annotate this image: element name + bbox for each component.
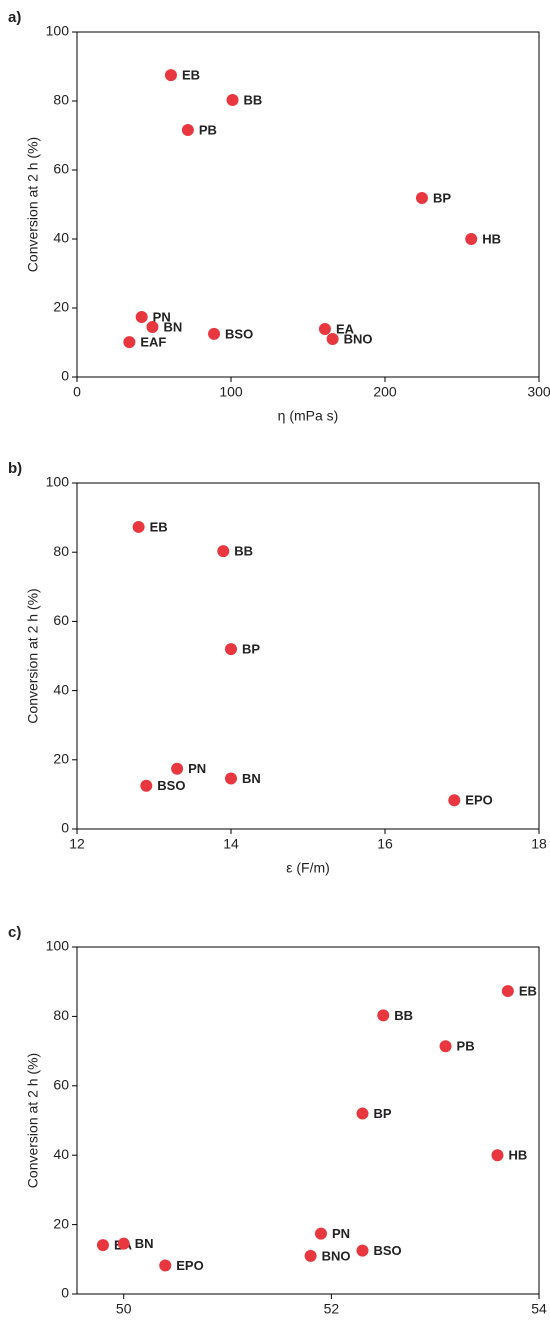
point [318, 323, 331, 336]
point [439, 1040, 452, 1053]
x-tick-label: 52 [324, 1301, 340, 1317]
point-label: EPO [465, 793, 492, 808]
point-label: PN [332, 1226, 350, 1241]
y-tick-label: 80 [53, 543, 69, 559]
x-tick-label: 300 [527, 384, 550, 400]
plot-frame [76, 946, 540, 1295]
x-axis-label: η (mPa s) [278, 408, 339, 424]
point [135, 310, 148, 323]
y-tick-label: 60 [53, 161, 69, 177]
y-tick-label: 60 [53, 1077, 69, 1093]
point [314, 1227, 327, 1240]
x-tick-label: 50 [116, 1301, 132, 1317]
point-label: EA [336, 321, 355, 336]
y-tick-label: 0 [61, 1285, 69, 1301]
point [159, 1259, 172, 1272]
point-label: BSO [374, 1243, 402, 1258]
point [146, 320, 159, 333]
point-label: BP [242, 642, 260, 657]
point-label: PN [188, 761, 206, 776]
y-tick-label: 20 [53, 299, 69, 315]
point [326, 333, 339, 346]
y-tick-label: 20 [53, 751, 69, 767]
panel-label: c) [8, 924, 21, 941]
x-tick-label: 12 [69, 836, 85, 852]
y-axis-label: Conversion at 2 h (%) [25, 137, 41, 272]
point [132, 520, 145, 533]
point [415, 191, 428, 204]
x-tick-label: 14 [223, 836, 239, 852]
point [123, 336, 136, 349]
point-label: BB [394, 1008, 413, 1023]
y-tick-label: 100 [46, 938, 70, 954]
x-tick-label: 54 [531, 1301, 547, 1317]
y-tick-label: 60 [53, 612, 69, 628]
point [356, 1107, 369, 1120]
point [226, 93, 239, 106]
point [356, 1244, 369, 1257]
point [501, 985, 514, 998]
point-label: BP [374, 1106, 392, 1121]
point [377, 1009, 390, 1022]
x-tick-label: 0 [73, 384, 81, 400]
point [117, 1237, 130, 1250]
point [465, 233, 478, 245]
y-tick-label: 100 [46, 23, 70, 39]
point-label: BSO [157, 778, 185, 793]
point-label: EB [150, 519, 168, 534]
point-label: BN [135, 1236, 154, 1251]
point-label: BN [163, 319, 182, 334]
point [225, 643, 237, 656]
x-tick-label: 16 [377, 836, 393, 852]
point [171, 762, 184, 775]
point [140, 779, 153, 792]
point [225, 772, 237, 785]
y-tick-label: 40 [53, 1146, 69, 1162]
point-label: EPO [176, 1258, 203, 1273]
panel-label: b) [8, 460, 22, 477]
point-label: BNO [344, 331, 373, 346]
y-axis-label: Conversion at 2 h (%) [25, 588, 41, 723]
y-tick-label: 0 [61, 368, 69, 384]
panel-label: a) [8, 9, 21, 26]
y-tick-label: 80 [53, 92, 69, 108]
y-tick-label: 20 [53, 1215, 69, 1231]
point-label: PN [153, 309, 171, 324]
x-tick-label: 100 [219, 384, 243, 400]
y-tick-label: 80 [53, 1007, 69, 1023]
point [96, 1239, 109, 1252]
point [208, 327, 221, 340]
point-label: HB [508, 1148, 527, 1163]
plot-frame [76, 482, 540, 830]
point-label: EAF [140, 335, 166, 350]
y-tick-label: 40 [53, 230, 69, 246]
plot-frame [76, 31, 540, 378]
point [491, 1149, 504, 1162]
point-label: PB [457, 1039, 475, 1054]
point [448, 794, 461, 807]
point-label: EB [182, 68, 200, 83]
point [217, 545, 230, 558]
point-label: PB [199, 122, 217, 137]
x-tick-label: 18 [531, 836, 547, 852]
point-label: BSO [225, 326, 253, 341]
point [164, 69, 177, 82]
point-label: BNO [322, 1248, 351, 1263]
point-label: EB [519, 984, 537, 999]
point-label: BB [234, 544, 253, 559]
x-tick-label: 200 [373, 384, 397, 400]
point [181, 123, 194, 136]
y-tick-label: 40 [53, 681, 69, 697]
y-axis-label: Conversion at 2 h (%) [25, 1053, 41, 1188]
y-tick-label: 100 [46, 474, 70, 490]
point-label: HB [482, 231, 501, 246]
point-label: BP [433, 190, 451, 205]
point-label: BN [242, 771, 261, 786]
point-label: BB [244, 92, 263, 107]
point [304, 1249, 317, 1262]
y-tick-label: 0 [61, 820, 69, 836]
x-axis-label: ε (F/m) [286, 860, 330, 876]
